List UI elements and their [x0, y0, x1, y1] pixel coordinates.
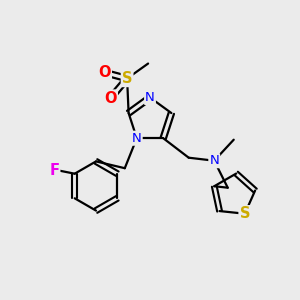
Text: O: O — [104, 91, 117, 106]
Text: O: O — [98, 65, 111, 80]
Text: N: N — [132, 132, 142, 145]
Text: N: N — [145, 91, 155, 104]
Text: S: S — [122, 71, 132, 86]
Text: F: F — [49, 163, 59, 178]
Text: N: N — [209, 154, 219, 167]
Text: S: S — [240, 206, 250, 221]
